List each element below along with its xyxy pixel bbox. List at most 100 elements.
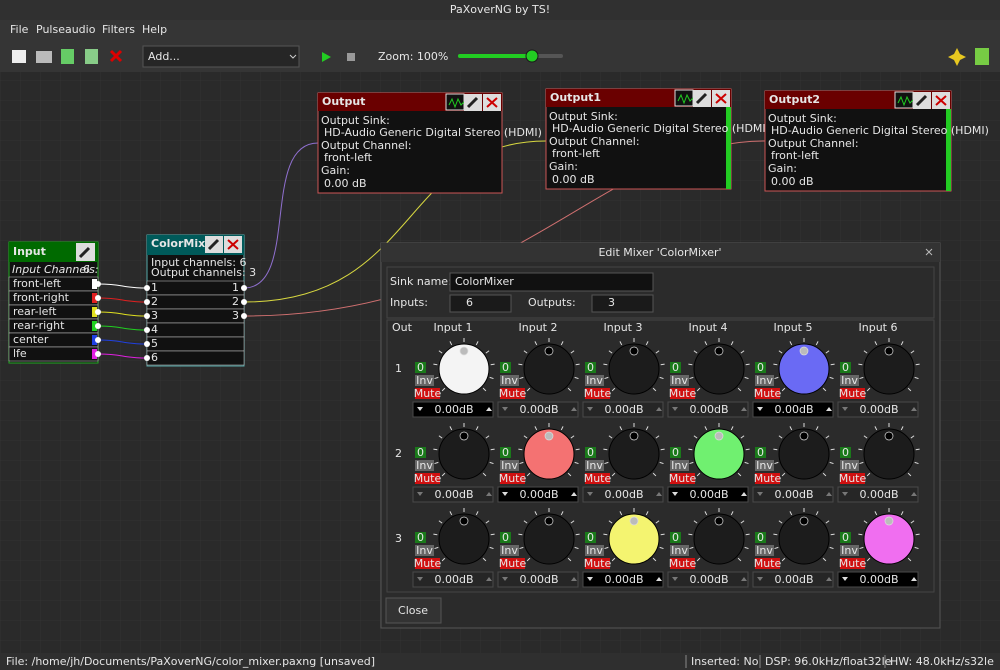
- mute-button[interactable]: [670, 473, 695, 484]
- knob[interactable]: [438, 428, 490, 480]
- inputs-spin[interactable]: [449, 294, 512, 313]
- port-handle[interactable]: [144, 299, 150, 305]
- knob[interactable]: [523, 343, 575, 395]
- port-handle[interactable]: [144, 327, 150, 333]
- inv-button[interactable]: [585, 460, 604, 471]
- inv-button[interactable]: [585, 375, 604, 386]
- menu-item[interactable]: Filters: [102, 23, 135, 36]
- gain-spin[interactable]: [837, 571, 919, 588]
- mute-button[interactable]: [670, 388, 695, 399]
- exit-icon[interactable]: [975, 48, 989, 65]
- inv-button[interactable]: [840, 375, 859, 386]
- port-handle[interactable]: [95, 309, 101, 315]
- gain-spin[interactable]: [752, 571, 834, 588]
- gain-spin[interactable]: [582, 401, 664, 418]
- mute-button[interactable]: [755, 558, 780, 569]
- port-handle[interactable]: [95, 281, 101, 287]
- sink-input[interactable]: [449, 272, 654, 292]
- mute-button[interactable]: [585, 473, 610, 484]
- gain-spin[interactable]: [667, 486, 749, 503]
- gain-spin[interactable]: [752, 401, 834, 418]
- dialog-close[interactable]: [925, 248, 933, 256]
- inv-button[interactable]: [840, 545, 859, 556]
- port-handle[interactable]: [144, 313, 150, 319]
- port-handle[interactable]: [95, 295, 101, 301]
- gain-spin[interactable]: [497, 571, 579, 588]
- delete-icon[interactable]: [109, 49, 123, 63]
- knob[interactable]: [778, 428, 830, 480]
- port-handle[interactable]: [95, 351, 101, 357]
- gain-spin[interactable]: [667, 401, 749, 418]
- knob[interactable]: [693, 343, 745, 395]
- menu-item[interactable]: File: [10, 23, 29, 36]
- mute-button[interactable]: [585, 388, 610, 399]
- gain-spin[interactable]: [582, 571, 664, 588]
- inv-button[interactable]: [585, 545, 604, 556]
- mute-button[interactable]: [755, 473, 780, 484]
- mute-button[interactable]: [585, 558, 610, 569]
- inv-button[interactable]: [840, 460, 859, 471]
- knob[interactable]: [438, 513, 490, 565]
- knob[interactable]: [523, 513, 575, 565]
- save-icon[interactable]: [61, 49, 74, 64]
- port-handle[interactable]: [144, 285, 150, 291]
- gain-spin[interactable]: [412, 486, 494, 503]
- menu-item[interactable]: Help: [142, 23, 167, 36]
- mute-button[interactable]: [415, 473, 440, 484]
- knob[interactable]: [608, 428, 660, 480]
- knob[interactable]: [523, 428, 575, 480]
- port-handle[interactable]: [144, 341, 150, 347]
- knob[interactable]: [608, 343, 660, 395]
- inv-button[interactable]: [755, 375, 774, 386]
- gain-spin[interactable]: [752, 486, 834, 503]
- mute-button[interactable]: [500, 388, 525, 399]
- port-handle[interactable]: [241, 285, 247, 291]
- open-icon[interactable]: [36, 51, 52, 63]
- knob[interactable]: [693, 513, 745, 565]
- mute-button[interactable]: [840, 558, 865, 569]
- save-as-icon[interactable]: [85, 49, 98, 64]
- mute-button[interactable]: [500, 473, 525, 484]
- gain-spin[interactable]: [497, 401, 579, 418]
- gain-spin[interactable]: [837, 486, 919, 503]
- inv-button[interactable]: [755, 545, 774, 556]
- port-handle[interactable]: [95, 323, 101, 329]
- magic-icon[interactable]: [948, 48, 966, 66]
- knob[interactable]: [863, 428, 915, 480]
- port-handle[interactable]: [95, 337, 101, 343]
- knob[interactable]: [863, 513, 915, 565]
- gain-spin[interactable]: [667, 571, 749, 588]
- add-combo[interactable]: [142, 45, 300, 68]
- port-handle[interactable]: [241, 299, 247, 305]
- inv-button[interactable]: [500, 375, 519, 386]
- zoom-handle[interactable]: [525, 49, 539, 63]
- stop-button[interactable]: [347, 53, 355, 61]
- mute-button[interactable]: [755, 388, 780, 399]
- mute-button[interactable]: [415, 558, 440, 569]
- play-button[interactable]: [322, 52, 331, 62]
- knob[interactable]: [778, 343, 830, 395]
- gain-spin[interactable]: [837, 401, 919, 418]
- inv-button[interactable]: [415, 460, 434, 471]
- inv-button[interactable]: [670, 545, 689, 556]
- outputs-spin[interactable]: [591, 294, 654, 313]
- mute-button[interactable]: [500, 558, 525, 569]
- inv-button[interactable]: [415, 545, 434, 556]
- inv-button[interactable]: [670, 375, 689, 386]
- menu-item[interactable]: Pulseaudio: [36, 23, 96, 36]
- mute-button[interactable]: [840, 473, 865, 484]
- knob[interactable]: [693, 428, 745, 480]
- knob[interactable]: [863, 343, 915, 395]
- inv-button[interactable]: [670, 460, 689, 471]
- knob[interactable]: [608, 513, 660, 565]
- gain-spin[interactable]: [412, 401, 494, 418]
- inv-button[interactable]: [755, 460, 774, 471]
- gain-spin[interactable]: [582, 486, 664, 503]
- close-button[interactable]: [385, 597, 442, 624]
- mute-button[interactable]: [415, 388, 440, 399]
- inv-button[interactable]: [500, 460, 519, 471]
- knob[interactable]: [438, 343, 490, 395]
- gain-spin[interactable]: [412, 571, 494, 588]
- port-handle[interactable]: [241, 313, 247, 319]
- inv-button[interactable]: [415, 375, 434, 386]
